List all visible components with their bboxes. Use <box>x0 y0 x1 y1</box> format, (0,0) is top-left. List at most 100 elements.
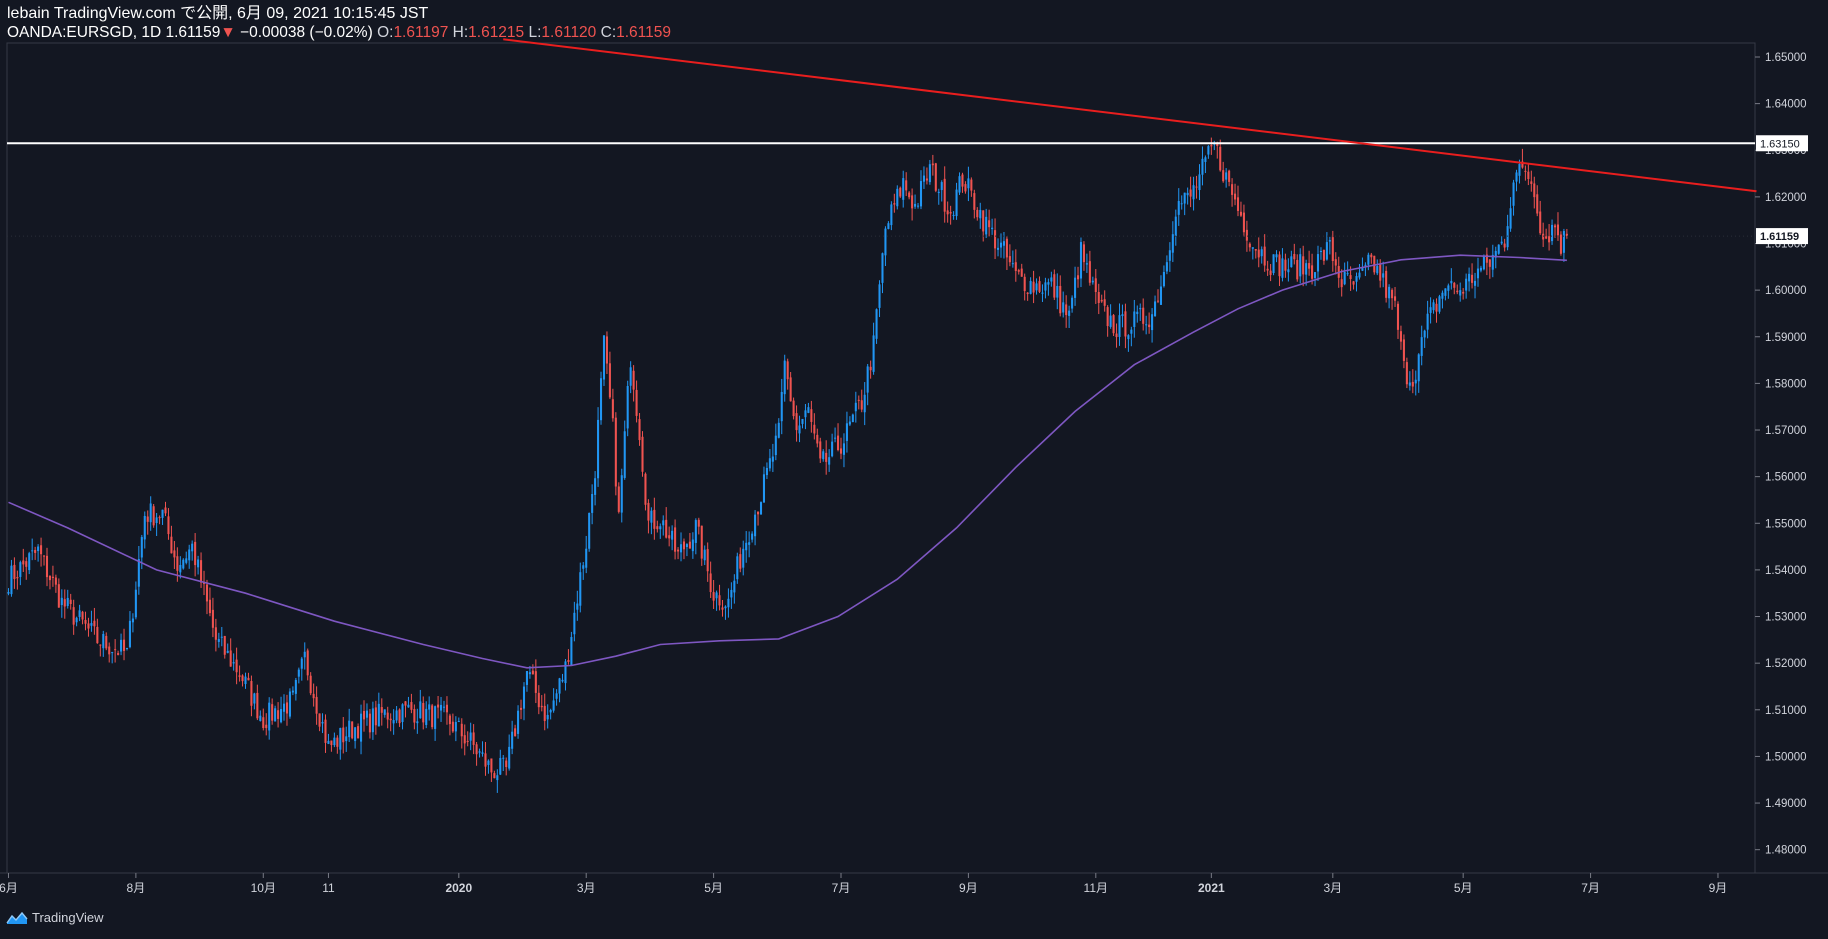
candle-body <box>848 421 851 425</box>
candle-body <box>1423 330 1426 338</box>
candle-body <box>854 402 857 412</box>
candle-body <box>28 553 31 571</box>
candle-body <box>360 713 363 742</box>
candle-body <box>114 649 117 651</box>
candle-body <box>525 671 528 685</box>
low-value: 1.61120 <box>541 24 597 41</box>
candle-body <box>866 366 869 393</box>
candle-body <box>374 707 377 726</box>
candle-body <box>712 592 715 601</box>
candle-body <box>1290 256 1293 268</box>
candle-body <box>229 650 232 667</box>
candle-body <box>656 526 659 530</box>
candle-body <box>1219 146 1222 171</box>
candle-body <box>1272 254 1275 274</box>
candle-body <box>478 751 481 753</box>
candle-body <box>902 178 905 200</box>
candle-body <box>976 209 979 218</box>
candle-body <box>232 662 235 664</box>
candle-body <box>339 727 342 750</box>
candle-body <box>155 517 158 524</box>
candle-body <box>1349 275 1352 280</box>
candle-body <box>1551 224 1554 242</box>
candle-body <box>1379 263 1382 281</box>
candle-body <box>1124 311 1127 337</box>
candle-body <box>1257 249 1260 258</box>
candle-body <box>792 400 795 417</box>
candle-body <box>1002 241 1005 246</box>
candle-body <box>1497 244 1500 254</box>
candle-body <box>1094 278 1097 293</box>
candle-body <box>1148 324 1151 328</box>
candle-body <box>1565 233 1568 237</box>
candle-body <box>1429 307 1432 313</box>
candle-body <box>105 635 108 649</box>
candle-body <box>952 214 955 216</box>
candle-body <box>970 179 973 191</box>
candle-body <box>1026 292 1029 295</box>
candle-body <box>223 635 226 655</box>
candle-body <box>19 562 22 577</box>
candle-body <box>493 773 496 779</box>
candle-body <box>351 721 354 739</box>
symbol-label[interactable]: OANDA:EURSGD, 1D <box>7 24 162 41</box>
candle-body <box>1346 273 1349 275</box>
candle-body <box>271 704 274 721</box>
candle-body <box>235 659 238 673</box>
candle-body <box>1322 249 1325 261</box>
candle-body <box>487 760 490 765</box>
candle-body <box>819 441 822 459</box>
candle-body <box>1388 286 1391 299</box>
candle-body <box>1106 307 1109 327</box>
candle-body <box>425 708 428 725</box>
candle-body <box>1228 170 1231 182</box>
candle-body <box>368 713 371 733</box>
candle-body <box>555 693 558 699</box>
candle-body <box>668 535 671 539</box>
candle-body <box>131 618 134 623</box>
candle-body <box>573 612 576 635</box>
candle-body <box>277 710 280 719</box>
candle-body <box>1536 194 1539 214</box>
candle-body <box>1417 354 1420 382</box>
candle-body <box>357 726 360 739</box>
candle-body <box>940 182 943 191</box>
moving-average-line <box>8 254 1567 669</box>
candle-body <box>881 253 884 283</box>
candle-body <box>1426 313 1429 330</box>
y-tick-label: 1.65000 <box>1765 52 1807 64</box>
candle-body <box>528 672 531 675</box>
candle-body <box>128 620 131 648</box>
candle-body <box>1020 268 1023 277</box>
candle-body <box>481 752 484 754</box>
candle-body <box>914 203 917 207</box>
candle-body <box>1361 268 1364 271</box>
candle-body <box>1444 288 1447 296</box>
candle-body <box>588 512 591 549</box>
candle-body <box>1068 310 1071 316</box>
candle-body <box>1103 299 1106 306</box>
footer-brand[interactable]: TradingView <box>6 910 104 925</box>
candle-body <box>1047 282 1050 285</box>
candle-body <box>241 675 244 682</box>
candle-body <box>143 515 146 540</box>
candle-body <box>519 707 523 710</box>
candle-body <box>1151 314 1154 331</box>
candle-body <box>1539 211 1542 234</box>
candle-body <box>274 708 277 722</box>
candle-body <box>1488 259 1491 267</box>
candle-body <box>851 414 854 423</box>
open-label: O: <box>377 24 394 41</box>
candle-body <box>416 721 419 724</box>
candle-body <box>1139 307 1142 310</box>
candle-body <box>1044 282 1047 291</box>
candle-body <box>1476 268 1480 279</box>
candle-body <box>1014 262 1017 271</box>
candle-body <box>1352 281 1355 285</box>
candle-body <box>167 516 170 535</box>
candle-body <box>1450 280 1453 284</box>
candle-body <box>7 592 10 594</box>
candle-body <box>282 703 286 712</box>
candle-body <box>1562 231 1565 253</box>
